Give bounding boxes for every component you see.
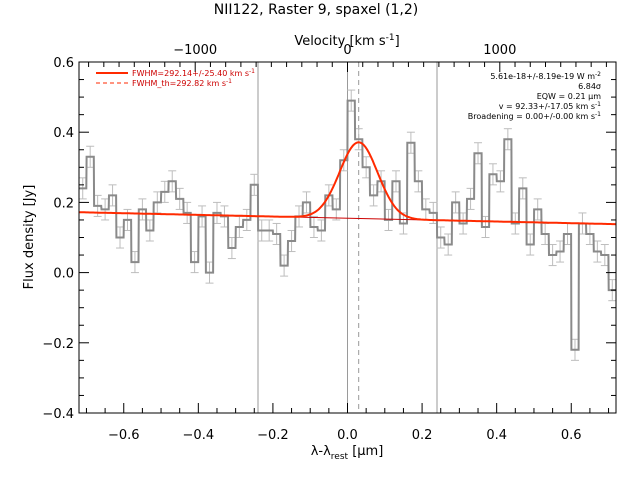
x-tick-label: 0.6 (561, 428, 582, 443)
legend-label: FWHM_th=292.82 km s-1 (132, 78, 232, 88)
gaussian-fit-line (79, 141, 616, 226)
legend-label: FWHM=292.14+/-25.40 km s-1 (132, 68, 255, 78)
y-tick-label: 0.0 (53, 267, 74, 282)
x-tick-label: 0.2 (412, 428, 433, 443)
x-tick-label: −0.2 (257, 428, 289, 443)
y-axis-title: Flux density [Jy] (22, 185, 37, 290)
fit-annotation: Broadening = 0.00+/-0.00 km s-1 (468, 111, 601, 121)
top-axis-title: Velocity [km s-1] (294, 33, 399, 49)
y-tick-label: 0.6 (53, 56, 74, 71)
x-tick-label: −0.4 (183, 428, 215, 443)
x-axis-title: λ-λrest [μm] (311, 444, 384, 462)
fit-annotation: EQW = 0.21 μm (537, 92, 601, 101)
top-tick-label: 0 (343, 43, 351, 58)
spectrum-line (79, 99, 616, 351)
y-tick-label: −0.2 (42, 337, 74, 352)
top-tick-label: 1000 (483, 43, 516, 58)
fit-annotation: 6.84σ (578, 82, 601, 91)
plot-area: −0.6 −0.4 −0.2 0.0 0.2 0.4 0.6 −0.4 −0.2 0.0 0.2 0.… (42, 43, 617, 443)
fit-annotation: v = 92.33+/-17.05 km s-1 (499, 101, 601, 111)
plot-data (79, 62, 616, 413)
x-tick-label: 0.0 (337, 428, 358, 443)
x-tick-label: 0.4 (486, 428, 507, 443)
fit-annotation: 5.61e-18+/-8.19e-19 W m-2 (490, 71, 601, 81)
y-tick-label: 0.4 (53, 126, 74, 141)
legend: FWHM=292.14+/-25.40 km s-1FWHM_th=292.82… (96, 68, 255, 88)
x-tick-label: −0.6 (108, 428, 140, 443)
chart-title: NII122, Raster 9, spaxel (1,2) (214, 2, 419, 18)
y-tick-label: 0.2 (53, 196, 74, 211)
y-tick-label: −0.4 (42, 407, 74, 422)
top-tick-label: −1000 (173, 43, 217, 58)
